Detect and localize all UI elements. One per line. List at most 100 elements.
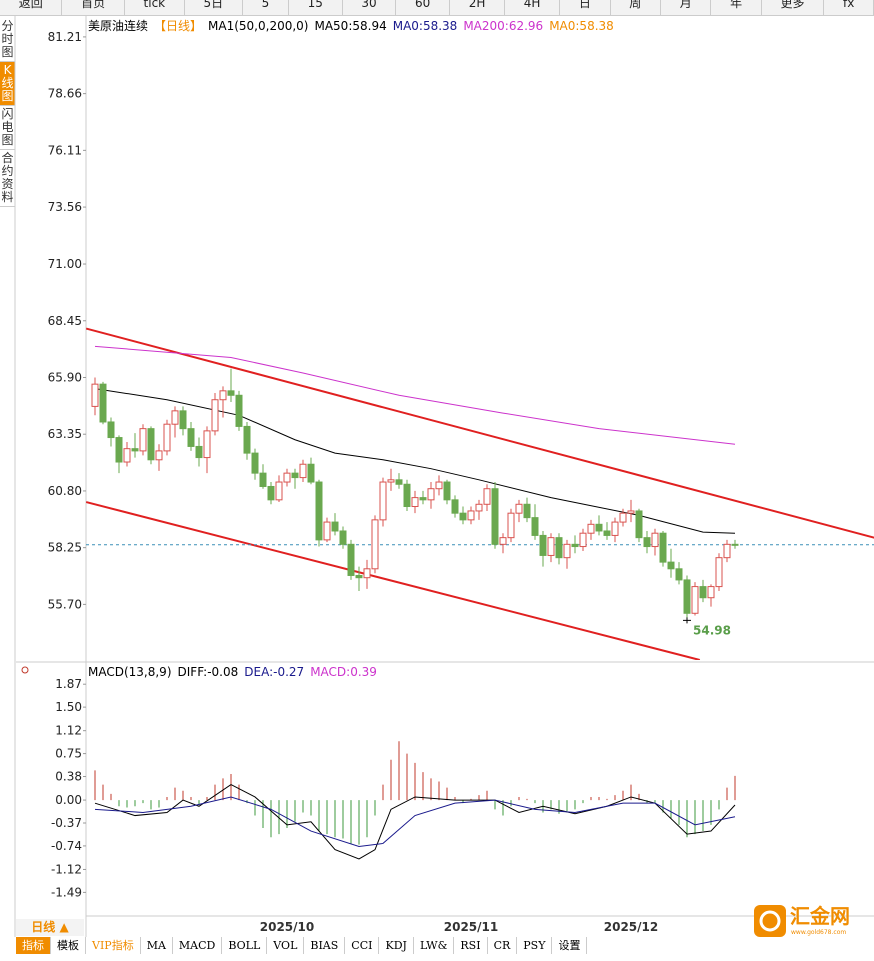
toolbar-button[interactable]: 15 bbox=[289, 0, 343, 15]
toolbar-button[interactable]: 4H bbox=[505, 0, 561, 15]
toolbar-button[interactable]: 更多 bbox=[762, 0, 825, 15]
legend-entry: MACD:0.39 bbox=[310, 665, 377, 679]
bottom-tab[interactable]: RSI bbox=[454, 937, 488, 954]
candle-body bbox=[571, 543, 579, 548]
candle-body bbox=[611, 521, 619, 536]
toolbar-button[interactable]: 年 bbox=[711, 0, 762, 15]
candle-body bbox=[203, 430, 211, 459]
bottom-tab[interactable]: CCI bbox=[345, 937, 380, 954]
side-tabs: 分时图 K线图 闪电图 合约资料 bbox=[0, 18, 15, 207]
side-tab[interactable]: 合约资料 bbox=[0, 150, 15, 207]
bottom-tabs: 指标 模板 VIP指标 MA MACD BOLL VOL BIAS CCI KDJ LW& RSI CR… bbox=[16, 937, 616, 954]
chart: 汇金网 www.gold678.com 81.21 78.66 76.11 73.56… bbox=[14, 15, 874, 937]
candle-body bbox=[139, 428, 147, 452]
candle-body bbox=[723, 543, 731, 559]
y-tick-label: -0.37 bbox=[51, 816, 82, 830]
bottom-tab[interactable]: 设置 bbox=[552, 937, 588, 954]
toolbar-button[interactable]: 返回 bbox=[0, 0, 63, 15]
logo bbox=[754, 905, 786, 937]
toolbar-button[interactable]: 5日 bbox=[185, 0, 243, 15]
bottom-tab[interactable]: 指标 bbox=[16, 937, 51, 954]
candle-body bbox=[291, 472, 299, 479]
candle-body bbox=[315, 481, 323, 541]
low-marker bbox=[683, 617, 691, 624]
candle-body bbox=[195, 445, 203, 459]
y-tick-label: 65.90 bbox=[48, 370, 82, 384]
legend-entry: MA200:62.96 bbox=[463, 19, 543, 33]
toolbar-button[interactable]: 月 bbox=[661, 0, 712, 15]
y-tick-label: -1.49 bbox=[51, 885, 82, 899]
toolbar-button[interactable]: 首页 bbox=[62, 0, 125, 15]
candle-body bbox=[371, 519, 379, 570]
toolbar-button[interactable]: 30 bbox=[343, 0, 397, 15]
candle-body bbox=[683, 579, 691, 614]
candle-body bbox=[491, 488, 499, 545]
toolbar-button[interactable]: tick bbox=[125, 0, 185, 15]
y-tick-label: 1.87 bbox=[55, 677, 82, 691]
bottom-tab[interactable]: BOLL bbox=[222, 937, 268, 954]
candle-body bbox=[627, 510, 635, 514]
legend-entry: MA0:58.38 bbox=[393, 19, 458, 33]
macd-icon bbox=[21, 666, 29, 674]
toolbar-button[interactable]: 60 bbox=[396, 0, 450, 15]
bottom-tab[interactable]: VOL bbox=[267, 937, 305, 954]
bottom-tab[interactable]: VIP指标 bbox=[86, 937, 141, 954]
bottom-tab[interactable]: CR bbox=[488, 937, 518, 954]
y-tick-label: 1.12 bbox=[55, 724, 82, 738]
logo-name: 汇金网 bbox=[790, 904, 850, 928]
candle-body bbox=[99, 383, 107, 423]
legend-title: 美原油连续 bbox=[88, 18, 148, 33]
candle-body bbox=[515, 503, 523, 514]
candle-body bbox=[547, 537, 555, 556]
side-tab[interactable]: 分时图 bbox=[0, 18, 15, 62]
toolbar-button[interactable]: 日 bbox=[560, 0, 611, 15]
candle-body bbox=[555, 537, 563, 559]
side-tab[interactable]: K线图 bbox=[0, 62, 15, 106]
candle-body bbox=[107, 421, 115, 439]
toolbar-button[interactable]: 2H bbox=[450, 0, 506, 15]
macd-line bbox=[94, 783, 736, 860]
bottom-tab[interactable]: MA bbox=[141, 937, 173, 954]
y-tick-label: 68.45 bbox=[48, 314, 82, 328]
bottom-tab[interactable]: PSY bbox=[517, 937, 553, 954]
period-button[interactable]: 日线 ▲ bbox=[16, 919, 84, 936]
candle-body bbox=[443, 481, 451, 501]
bottom-tab[interactable]: 模板 bbox=[51, 937, 86, 954]
side-tab[interactable]: 闪电图 bbox=[0, 106, 15, 150]
legend-entry: MA0:58.38 bbox=[549, 19, 614, 33]
y-tick-label: 55.70 bbox=[48, 597, 82, 611]
y-tick-label: 1.50 bbox=[55, 700, 82, 714]
bottom-tab[interactable]: LW& bbox=[414, 937, 455, 954]
candle-body bbox=[579, 532, 587, 548]
toolbar: 返回 首页 tick 5日 5 15 30 60 2H 4H 日周月年更多 fx bbox=[0, 0, 874, 16]
candle-body bbox=[427, 488, 435, 501]
y-tick-label: 0.38 bbox=[55, 770, 82, 784]
candle-body bbox=[691, 586, 699, 614]
candle-body bbox=[651, 532, 659, 548]
candle-body bbox=[523, 503, 531, 519]
bottom-tab[interactable]: BIAS bbox=[304, 937, 346, 954]
candle-body bbox=[419, 497, 427, 501]
candle-body bbox=[715, 557, 723, 588]
candle-body bbox=[179, 410, 187, 430]
candle-body bbox=[171, 410, 179, 425]
bottom-tab[interactable]: KDJ bbox=[379, 937, 414, 954]
y-tick-label: -0.74 bbox=[51, 839, 82, 853]
candle-body bbox=[539, 534, 547, 556]
candle-body bbox=[499, 537, 507, 545]
candle-body bbox=[363, 568, 371, 579]
candle-body bbox=[731, 543, 739, 546]
toolbar-button[interactable]: 周 bbox=[611, 0, 661, 15]
bottom-tab[interactable]: MACD bbox=[173, 937, 223, 954]
ma-line bbox=[94, 345, 736, 445]
candle-body bbox=[211, 399, 219, 432]
candle-body bbox=[531, 517, 539, 536]
candle-body bbox=[603, 530, 611, 536]
logo-url: www.gold678.com bbox=[791, 929, 846, 936]
legend-period: 【日线】 bbox=[154, 19, 202, 33]
toolbar-button[interactable]: 5 bbox=[243, 0, 289, 15]
y-tick-label: 60.80 bbox=[48, 484, 82, 498]
candle-body bbox=[459, 512, 467, 521]
y-tick-label: 0.75 bbox=[55, 747, 82, 761]
candle-body bbox=[403, 483, 411, 508]
